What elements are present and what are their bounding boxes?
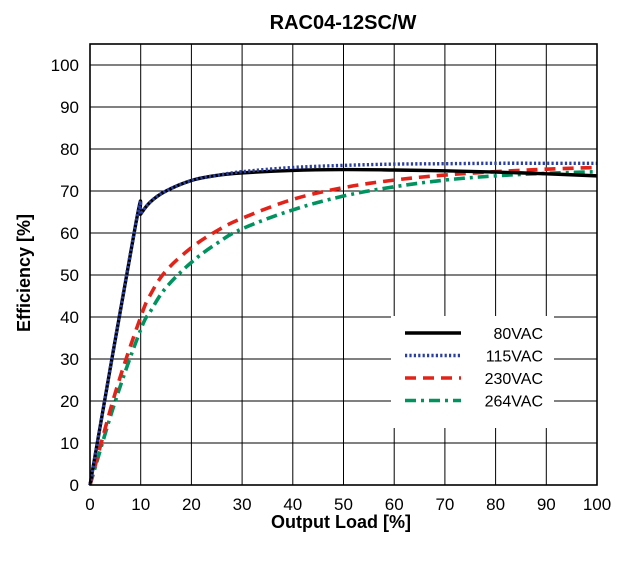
y-tick-label-7: 70 (60, 182, 79, 201)
y-tick-label-5: 50 (60, 266, 79, 285)
x-tick-label-4: 40 (283, 495, 302, 514)
x-tick-label-1: 10 (131, 495, 150, 514)
y-tick-label-0: 0 (70, 476, 79, 495)
x-tick-label-0: 0 (85, 495, 94, 514)
x-tick-label-3: 30 (233, 495, 252, 514)
y-axis-label: Efficiency [%] (14, 214, 34, 332)
x-tick-label-2: 20 (182, 495, 201, 514)
x-axis-label: Output Load [%] (271, 512, 411, 532)
y-tick-label-4: 40 (60, 308, 79, 327)
x-tick-label-5: 50 (334, 495, 353, 514)
x-tick-label-9: 90 (537, 495, 556, 514)
y-tick-label-2: 20 (60, 392, 79, 411)
series-line-115vac (88, 161, 597, 486)
y-tick-label-10: 100 (51, 56, 79, 75)
legend-label-264vac: 264VAC (485, 394, 543, 411)
plot-frame (89, 43, 598, 486)
x-tick-label-6: 60 (385, 495, 404, 514)
series-lines (88, 161, 598, 486)
legend-label-80vac: 80VAC (493, 326, 543, 343)
legend: 80VAC 115VAC 230VAC 264VAC (391, 316, 554, 428)
legend-label-115vac: 115VAC (486, 349, 543, 366)
x-tick-label-7: 70 (435, 495, 454, 514)
tick-labels: 0 10 20 30 40 50 60 70 80 90 100 0 10 20 30 40 50 60 70 80 9… (51, 56, 612, 514)
y-tick-label-9: 90 (60, 98, 79, 117)
y-tick-label-8: 80 (60, 140, 79, 159)
x-tick-label-8: 80 (486, 495, 505, 514)
y-tick-label-1: 10 (60, 434, 79, 453)
legend-label-230vac: 230VAC (485, 371, 543, 388)
y-tick-label-3: 30 (60, 350, 79, 369)
y-tick-label-6: 60 (60, 224, 79, 243)
x-tick-label-10: 100 (583, 495, 611, 514)
chart-title: RAC04-12SC/W (270, 12, 417, 34)
